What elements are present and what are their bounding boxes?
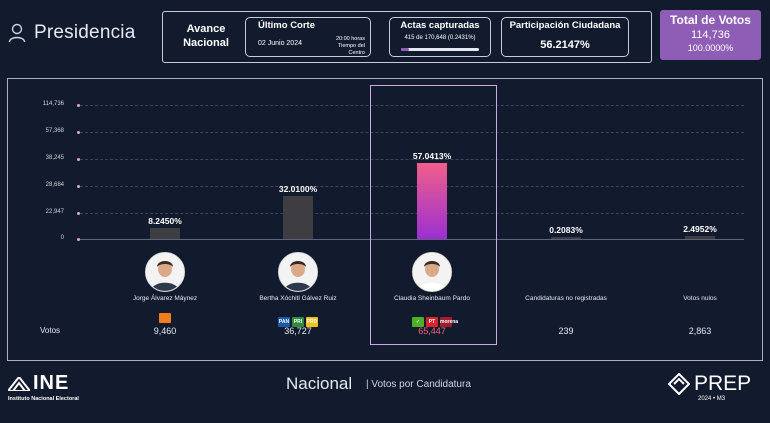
bar-percent-label: 2.4952% (683, 223, 717, 234)
prd-icon: PRD (306, 317, 318, 327)
page-header: Presidencia (8, 22, 135, 44)
pt-icon: PT (426, 317, 438, 327)
y-tick-label: 0 (60, 235, 64, 241)
vote-count: 65,447 (418, 326, 446, 336)
y-tick-label: 114,736 (42, 101, 64, 107)
candidate-name: Bertha Xóchitl Gálvez Ruiz (259, 295, 337, 302)
candidate-name: Votos nulos (683, 295, 717, 302)
bar-percent-label: 0.2083% (549, 225, 583, 235)
footer-subtitle: | Votos por Candidatura (366, 379, 471, 390)
bar-0[interactable] (150, 227, 180, 239)
mc-icon (159, 313, 171, 323)
bar-4[interactable] (685, 235, 715, 239)
user-icon (8, 23, 26, 43)
votos-row-label: Votos (40, 326, 61, 335)
total-votos-box: Total de Votos 114,736 100.0000% (660, 10, 761, 60)
party-logos: PAN PRI PRD (277, 310, 319, 328)
y-tick-dot (77, 131, 80, 134)
y-tick-dot (77, 104, 80, 107)
bar-percent-label: 8.2450% (148, 215, 182, 226)
pvem-icon: ✓ (412, 317, 424, 327)
prep-logo: PREP 2024 • M3 (668, 372, 751, 402)
candidate-name: Candidaturas no registradas (525, 295, 607, 302)
candidate-name: Jorge Álvarez Máynez (132, 295, 198, 302)
pri-icon: PRI (292, 317, 304, 327)
y-tick-label: 57,368 (45, 128, 64, 134)
prep-logo-icon (668, 373, 690, 395)
vote-count: 239 (558, 326, 574, 336)
actas-progress-fill (401, 48, 409, 51)
page-title: Presidencia (34, 22, 136, 43)
bar-2[interactable] (417, 162, 447, 239)
avance-nacional-label: Avance Nacional (183, 23, 229, 49)
vote-count: 2,863 (688, 326, 712, 336)
pan-icon: PAN (278, 317, 290, 327)
ultimo-corte-card: Último Corte 02 Junio 2024 20:00 horas T… (245, 17, 371, 57)
y-tick-dot (77, 185, 80, 188)
actas-progress-bar (401, 48, 479, 51)
y-tick-label: 38,245 (45, 155, 64, 161)
gridline (80, 239, 744, 240)
footer-title: Nacional (286, 374, 353, 393)
participacion-card: Participación Ciudadana 56.2147% (501, 17, 629, 57)
avance-nacional-card: Avance Nacional Último Corte 02 Junio 20… (162, 11, 652, 63)
bar-3[interactable] (551, 237, 581, 239)
morena-icon: morena (440, 317, 459, 327)
candidate-name: Claudia Sheinbaum Pardo (394, 295, 470, 302)
bar-percent-label: 57.0413% (412, 150, 452, 161)
y-tick-label: 28,684 (45, 182, 64, 188)
y-tick-label: 22,947 (45, 209, 64, 215)
actas-card: Actas capturadas 415 de 170,648 (0.2431%… (389, 17, 491, 57)
party-logos: ✓ PT morena (411, 310, 459, 328)
bar-percent-label: 32.0100% (278, 184, 318, 195)
gridline (80, 105, 744, 106)
candidate-avatar (145, 252, 185, 292)
y-tick-dot (77, 238, 80, 241)
vote-count: 9,460 (153, 326, 177, 336)
highlight-frame (370, 85, 497, 345)
y-tick-dot (77, 212, 80, 215)
candidate-avatar (278, 252, 318, 292)
gridline (80, 132, 744, 133)
ine-logo: INE Instituto Nacional Electoral (8, 372, 79, 402)
chart-panel (7, 78, 763, 361)
ine-logo-icon (8, 376, 30, 391)
gridline (80, 186, 744, 187)
y-tick-dot (77, 158, 80, 161)
gridline (80, 213, 744, 214)
party-logos (158, 310, 172, 328)
bar-1[interactable] (283, 196, 313, 239)
vote-count: 36,727 (284, 326, 312, 336)
gridline (80, 159, 744, 160)
candidate-avatar (412, 252, 452, 292)
